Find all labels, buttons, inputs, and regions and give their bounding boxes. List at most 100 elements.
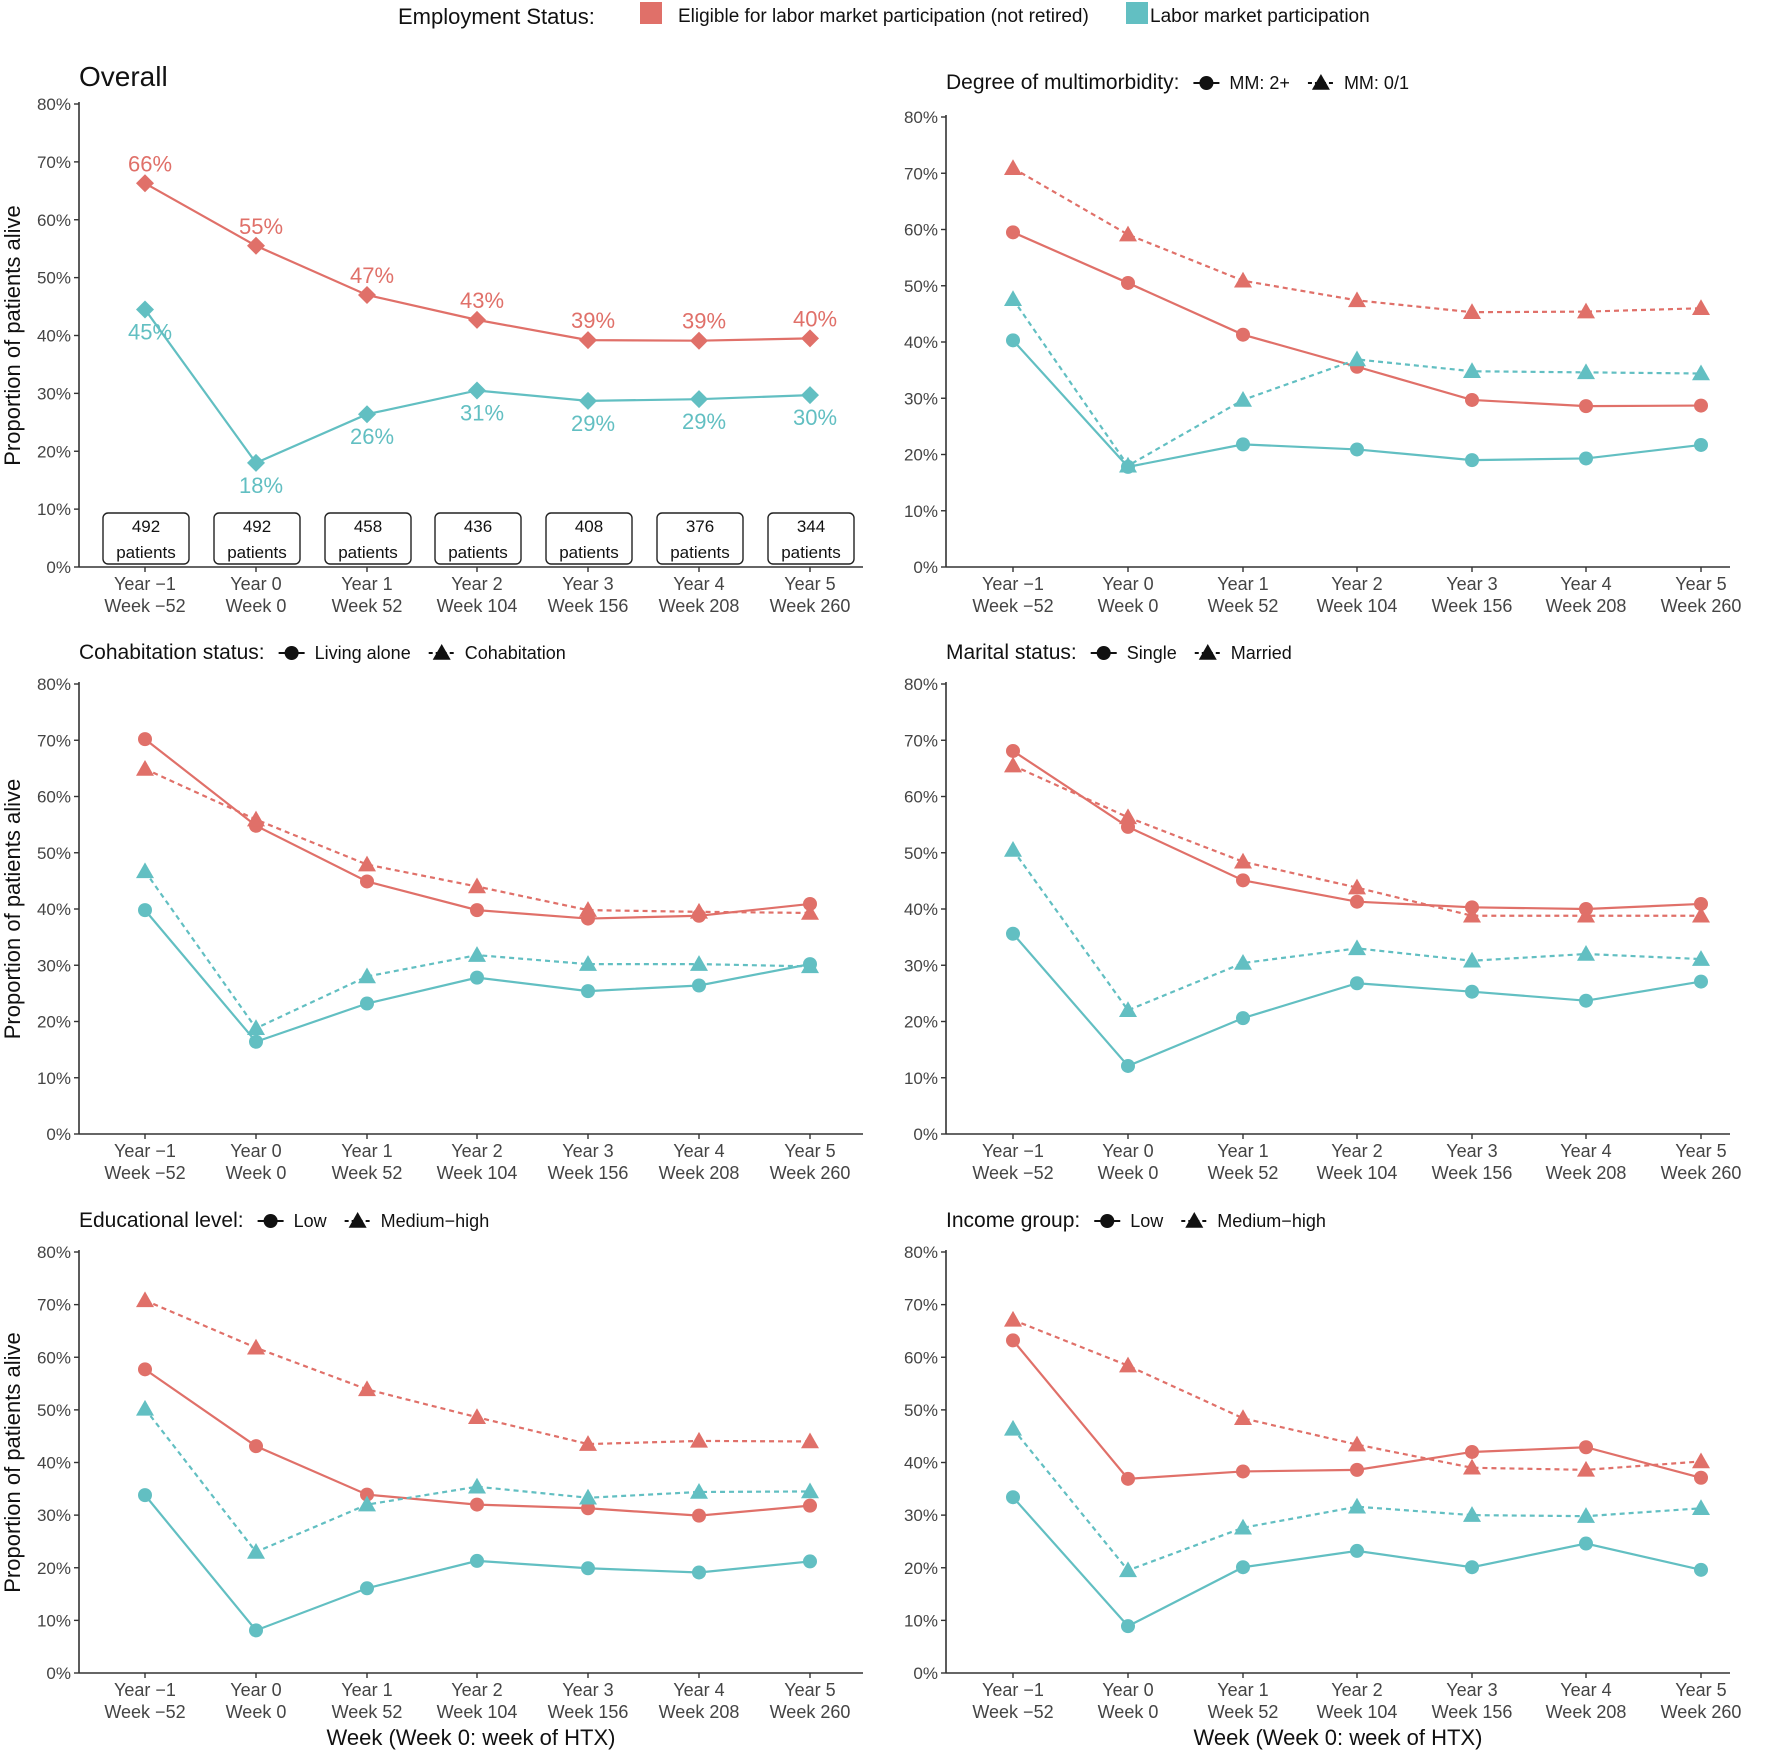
data-point xyxy=(579,1435,597,1451)
data-point xyxy=(1006,926,1020,941)
data-label: 29% xyxy=(571,411,615,436)
data-point xyxy=(1121,1471,1135,1486)
y-tick-label: 50% xyxy=(904,277,938,296)
data-point xyxy=(579,391,597,410)
data-point xyxy=(249,1034,263,1049)
data-point xyxy=(581,984,595,999)
patient-count-box: 458 patients xyxy=(324,512,412,565)
legend-key-label: Cohabitation xyxy=(465,643,566,663)
data-point xyxy=(247,810,265,827)
y-tick-label: 50% xyxy=(904,844,938,863)
data-point xyxy=(690,902,708,919)
legend-key-label: Low xyxy=(294,1211,328,1231)
data-point xyxy=(1465,1444,1479,1459)
patient-count-frame xyxy=(434,512,522,565)
y-tick-label: 20% xyxy=(904,446,938,465)
y-tick-label: 10% xyxy=(904,1611,938,1630)
x-tick-label-week: Week 156 xyxy=(548,596,629,616)
y-tick-label: 40% xyxy=(904,333,938,352)
y-tick-label: 70% xyxy=(37,731,71,750)
y-tick-label: 30% xyxy=(37,384,71,403)
panel-title: Degree of multimorbidity: xyxy=(946,71,1179,94)
y-axis-label: Proportion of patients alive xyxy=(0,779,25,1040)
series-labor-circle xyxy=(1006,926,1708,1073)
data-point xyxy=(801,957,819,974)
patient-count-frame xyxy=(767,512,855,565)
data-point xyxy=(1119,808,1137,825)
data-point xyxy=(1234,1409,1252,1426)
series-line xyxy=(1012,167,1702,314)
data-point xyxy=(1348,939,1366,956)
x-tick-label-week: Week 208 xyxy=(659,1702,740,1722)
data-point xyxy=(1234,954,1252,970)
data-point xyxy=(1348,1435,1366,1452)
data-point xyxy=(1004,1419,1022,1436)
series-eligible-circle xyxy=(1006,225,1708,414)
x-tick-label-week: Week 0 xyxy=(1098,1163,1159,1183)
x-tick-label-week: Week 260 xyxy=(770,1702,851,1722)
y-tick-label: 60% xyxy=(37,1348,71,1367)
data-label: 39% xyxy=(571,308,615,333)
legend-key-marker xyxy=(348,1212,367,1228)
series-line xyxy=(1012,298,1702,468)
data-point xyxy=(1463,1506,1481,1522)
data-point xyxy=(138,1362,152,1377)
data-point xyxy=(801,386,819,405)
x-tick-label-year: Year −1 xyxy=(114,1141,176,1161)
legend-key-triangle: MM: 0/1 xyxy=(1307,73,1409,93)
patient-count-box: 408 patients xyxy=(545,512,633,565)
data-point xyxy=(1465,1560,1479,1575)
data-point xyxy=(247,453,265,472)
data-point xyxy=(1463,303,1481,319)
x-tick-label-week: Week 208 xyxy=(659,1163,740,1183)
x-tick-label-year: Year 0 xyxy=(1102,1680,1153,1700)
data-point xyxy=(803,1498,817,1513)
data-point xyxy=(1236,1560,1250,1575)
x-tick-label-week: Week 52 xyxy=(1208,596,1279,616)
x-tick-label-year: Year 0 xyxy=(230,1141,281,1161)
data-point xyxy=(1694,437,1708,452)
series-eligible-circle xyxy=(1006,1333,1708,1486)
x-tick-label-year: Year 3 xyxy=(1446,574,1497,594)
data-point xyxy=(1694,896,1708,911)
legend-key-label: Medium−high xyxy=(1217,1211,1326,1231)
x-tick-label-week: Week 156 xyxy=(1432,1163,1513,1183)
data-point xyxy=(136,862,154,879)
legend-key-marker xyxy=(284,646,299,660)
data-point xyxy=(1119,1561,1137,1578)
series-eligible-circle xyxy=(138,732,817,926)
data-point xyxy=(136,1291,154,1308)
x-tick-label-week: Week 104 xyxy=(1317,1163,1398,1183)
x-tick-label-week: Week 104 xyxy=(437,596,518,616)
patient-count-box: 492 patients xyxy=(213,512,301,565)
x-axis-label: Week (Week 0: week of HTX) xyxy=(327,1725,616,1750)
x-tick-label-week: Week 260 xyxy=(1661,596,1742,616)
data-point xyxy=(1463,362,1481,378)
series-labor-triangle xyxy=(1004,1419,1710,1578)
data-point xyxy=(1579,1440,1593,1455)
patient-count-box: 344 patients xyxy=(767,512,855,565)
legend-key-marker xyxy=(1311,74,1330,90)
data-point xyxy=(1577,945,1595,961)
series-labor-circle xyxy=(138,1488,817,1638)
x-tick-label-week: Week −52 xyxy=(104,1702,185,1722)
y-tick-label: 40% xyxy=(904,1454,938,1473)
x-tick-label-year: Year 2 xyxy=(1331,574,1382,594)
x-tick-label-week: Week 0 xyxy=(226,1163,287,1183)
data-point xyxy=(1463,1458,1481,1475)
series-eligible-triangle xyxy=(1004,756,1710,923)
legend-key-circle: Single xyxy=(1090,643,1177,663)
y-tick-label: 60% xyxy=(37,788,71,807)
data-point xyxy=(1579,993,1593,1008)
series-eligible-circle xyxy=(138,1362,817,1523)
x-tick-label-year: Year 5 xyxy=(784,574,835,594)
data-point xyxy=(138,903,152,918)
y-tick-label: 80% xyxy=(904,108,938,127)
series-line xyxy=(1012,231,1702,408)
series-eligible-triangle xyxy=(1004,159,1710,319)
y-tick-label: 40% xyxy=(37,327,71,346)
legend-key-marker xyxy=(432,644,451,660)
patient-count-unit: patients xyxy=(448,543,508,562)
data-point xyxy=(1234,390,1252,407)
data-point xyxy=(1579,1536,1593,1551)
